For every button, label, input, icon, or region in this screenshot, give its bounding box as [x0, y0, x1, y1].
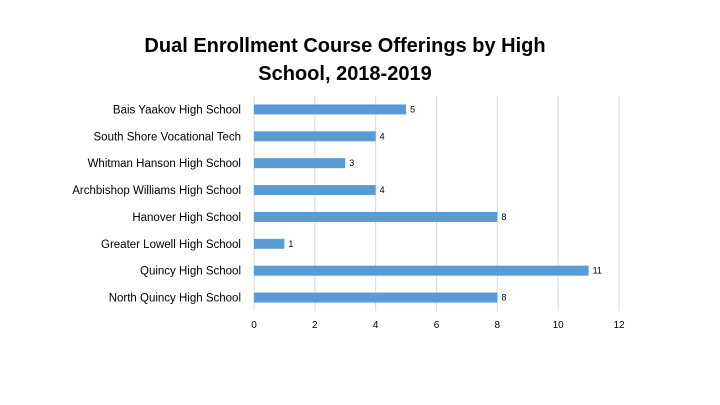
category-label: Archbishop Williams High School — [72, 185, 241, 197]
chart-title-line-2: School, 2018-2019 — [258, 63, 432, 85]
x-tick-label: 10 — [553, 320, 565, 331]
bar — [254, 211, 498, 222]
data-label: 5 — [410, 104, 415, 114]
data-label: 8 — [501, 212, 506, 222]
x-tick-label: 4 — [373, 320, 379, 331]
x-tick-label: 0 — [251, 320, 257, 331]
bar — [254, 292, 498, 303]
category-label: Whitman Hanson High School — [88, 158, 241, 170]
x-tick-label: 12 — [613, 320, 625, 331]
category-label: North Quincy High School — [109, 293, 241, 305]
bar — [254, 238, 285, 249]
data-label: 3 — [349, 158, 354, 168]
category-labels: Bais Yaakov High School South Shore Vocat… — [72, 104, 241, 304]
bar — [254, 131, 376, 142]
chart-title: Dual Enrollment Course Offerings by High… — [0, 32, 690, 88]
category-label: Quincy High School — [140, 266, 241, 278]
x-tick-label: 8 — [495, 320, 501, 331]
data-label: 1 — [288, 239, 293, 249]
data-label: 11 — [593, 266, 602, 276]
bars — [254, 104, 589, 303]
bar — [254, 158, 346, 169]
category-label: Bais Yaakov High School — [113, 104, 241, 116]
data-label: 4 — [380, 131, 385, 141]
chart-title-line-1: Dual Enrollment Course Offerings by High — [144, 35, 546, 57]
bar — [254, 185, 376, 196]
bar — [254, 265, 589, 276]
data-label: 8 — [501, 293, 506, 303]
bar — [254, 104, 407, 115]
category-label: South Shore Vocational Tech — [94, 131, 241, 143]
tick-labels: 0 2 4 6 8 10 12 — [251, 320, 625, 331]
gridlines — [253, 96, 620, 311]
category-label: Hanover High School — [132, 212, 241, 224]
category-label: Greater Lowell High School — [101, 239, 241, 251]
data-label: 4 — [380, 185, 385, 195]
x-tick-label: 2 — [312, 320, 318, 331]
x-tick-label: 6 — [434, 320, 440, 331]
